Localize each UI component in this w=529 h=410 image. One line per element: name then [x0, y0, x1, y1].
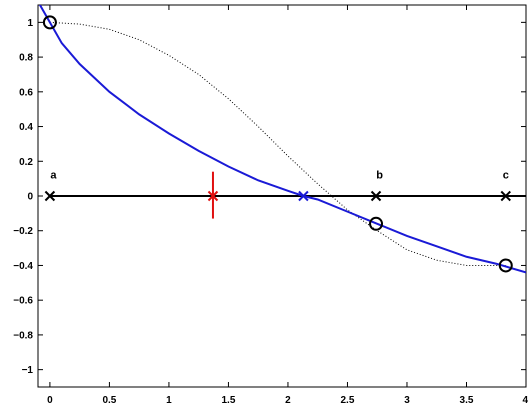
x-marker	[207, 190, 219, 202]
series-layer	[38, 5, 526, 274]
x-tick-label: 2.5	[341, 395, 355, 406]
y-tick-label: −0.4	[13, 261, 33, 272]
y-tick-label: −0.6	[13, 296, 33, 307]
y-tick-label: 0.4	[19, 122, 33, 133]
x-tick-label: 0	[47, 395, 53, 406]
point-label: a	[50, 170, 57, 182]
label-layer: a b c	[50, 170, 508, 182]
x-marker-stroke	[298, 190, 309, 202]
x-tick-label: 4	[522, 395, 528, 406]
x-marker	[370, 190, 382, 202]
x-marker	[44, 190, 56, 202]
x-marker-stroke	[370, 190, 382, 202]
circle-marker	[42, 15, 57, 30]
x-marker-stroke	[207, 190, 219, 202]
y-tick-label: −0.2	[13, 226, 33, 237]
x-tick-label: 3.5	[460, 395, 474, 406]
circle-marker	[498, 258, 513, 273]
x-tick-label: 2	[285, 395, 291, 406]
x-marker	[500, 190, 511, 202]
y-tick-label: −0.8	[13, 330, 33, 341]
point-label: c	[503, 170, 509, 182]
y-tick-label: −1	[22, 365, 34, 376]
y-tick-label: 0.8	[19, 53, 33, 64]
point-label: b	[376, 170, 383, 182]
x-marker-stroke	[44, 190, 56, 202]
x-tick-label: 0.5	[102, 395, 116, 406]
marker-layer	[42, 15, 513, 273]
y-tick-label: 1	[27, 18, 33, 29]
y-tick-label: 0.6	[19, 87, 33, 98]
x-tick-label: 3	[404, 395, 410, 406]
dotted-curve	[49, 21, 506, 266]
y-tick-label: 0	[27, 192, 33, 203]
y-tick-label: 0.2	[19, 157, 33, 168]
x-marker	[298, 190, 309, 202]
circle-marker	[369, 216, 384, 231]
x-tick-label: 1.5	[221, 395, 235, 406]
x-tick-label: 1	[166, 395, 172, 406]
blue-curve	[38, 5, 526, 274]
x-marker-stroke	[500, 190, 511, 202]
tick-layer: 0 0.5 1 1.5 2 2.5 3 3.5 4 1 0.8 0.6 0.4 0.2 0 −0.2 −0.4 −…	[13, 5, 528, 406]
